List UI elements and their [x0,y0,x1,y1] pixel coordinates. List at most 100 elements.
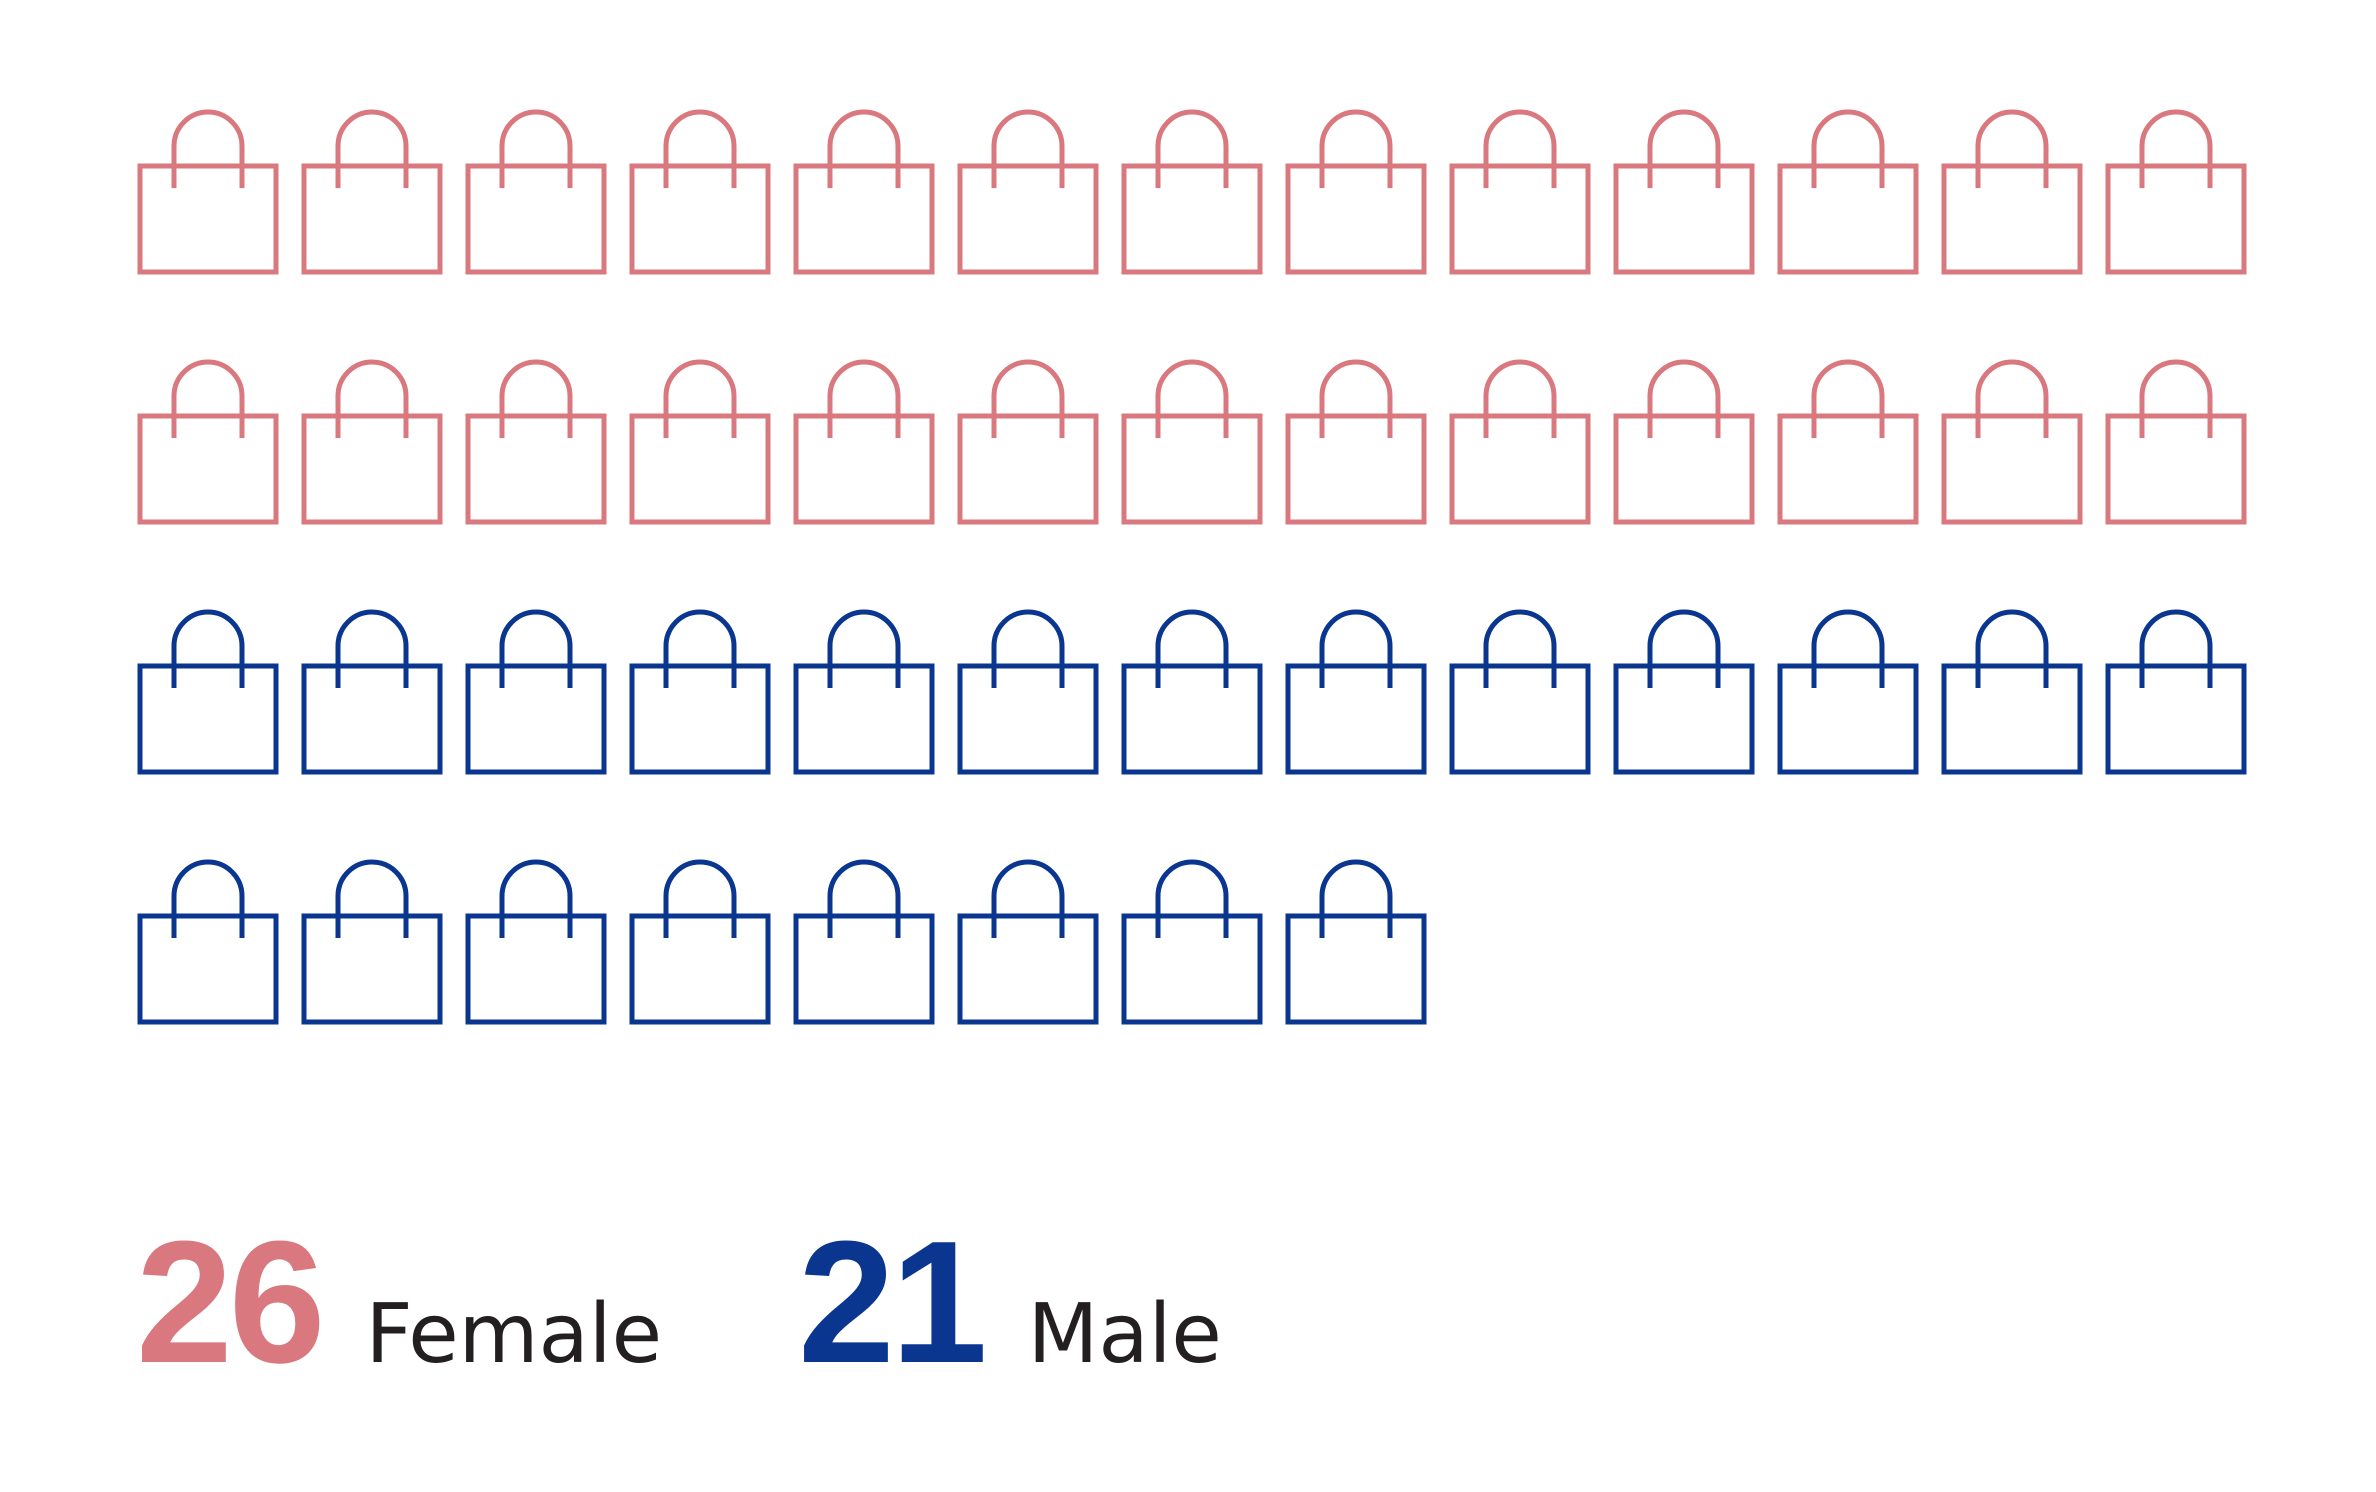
bag-handle [2139,609,2213,688]
bag-body [793,163,935,275]
bag-handle [171,109,245,188]
bag-body [2105,663,2247,775]
bag-handle [335,859,409,938]
bag-handle [171,359,245,438]
bag-body [1285,413,1427,525]
shopping-bag-icon [629,859,771,1025]
bag-handle [1975,109,2049,188]
shopping-bag-icon [1941,359,2083,525]
bag-body [1449,663,1591,775]
bag-handle [1319,859,1393,938]
legend: 26 Female 21 Male [136,1215,1222,1395]
bag-body [465,163,607,275]
shopping-bag-icon [1449,359,1591,525]
bag-body [1121,663,1263,775]
bag-handle [1483,109,1557,188]
bag-body [957,163,1099,275]
bag-handle [1155,109,1229,188]
bag-body [957,663,1099,775]
bag-body [1941,413,2083,525]
bag-body [629,663,771,775]
male-label: Male [1027,1287,1222,1382]
bag-body [1613,413,1755,525]
bag-handle [1975,609,2049,688]
bag-handle [335,109,409,188]
bag-body [1285,913,1427,1025]
shopping-bag-icon [1285,859,1427,1025]
bag-body [137,913,279,1025]
bag-body [137,663,279,775]
shopping-bag-icon [629,109,771,275]
bag-handle [827,609,901,688]
female-label: Female [365,1287,663,1382]
shopping-bag-icon [1449,109,1591,275]
bag-body [1449,413,1591,525]
bag-handle [1319,109,1393,188]
bag-handle [827,359,901,438]
shopping-bag-icon [301,109,443,275]
bag-body [465,663,607,775]
shopping-bag-icon [137,109,279,275]
shopping-bag-icon [137,609,279,775]
bag-body [1285,163,1427,275]
bag-body [137,413,279,525]
bag-handle [335,359,409,438]
bag-handle [991,109,1065,188]
bag-handle [1319,359,1393,438]
pictogram-chart [137,109,2247,1025]
bag-handle [663,859,737,938]
shopping-bag-icon [1941,109,2083,275]
bag-handle [827,859,901,938]
bag-handle [1319,609,1393,688]
shopping-bag-icon [465,359,607,525]
bag-body [301,413,443,525]
shopping-bag-icon [465,609,607,775]
shopping-bag-icon [793,859,935,1025]
shopping-bag-icon [957,609,1099,775]
bag-handle [1647,109,1721,188]
bag-handle [1811,109,1885,188]
bag-body [301,163,443,275]
shopping-bag-icon [1613,359,1755,525]
bag-body [137,163,279,275]
shopping-bag-icon [957,859,1099,1025]
shopping-bag-icon [1777,359,1919,525]
bag-handle [1155,359,1229,438]
bag-handle [499,109,573,188]
shopping-bag-icon [1449,609,1591,775]
bag-handle [171,609,245,688]
shopping-bag-icon [1121,859,1263,1025]
bag-body [793,663,935,775]
bag-handle [2139,109,2213,188]
shopping-bag-icon [629,359,771,525]
shopping-bag-icon [1941,609,2083,775]
bag-handle [335,609,409,688]
shopping-bag-icon [793,609,935,775]
bag-handle [827,109,901,188]
shopping-bag-icon [1121,359,1263,525]
bag-handle [1975,359,2049,438]
bag-body [957,913,1099,1025]
bag-body [1777,663,1919,775]
legend-item-male: 21 Male [798,1215,1222,1389]
bag-handle [1483,609,1557,688]
bag-body [301,663,443,775]
shopping-bag-icon [1613,109,1755,275]
bag-handle [1155,859,1229,938]
bag-body [2105,163,2247,275]
shopping-bag-icon [1285,609,1427,775]
bag-body [1941,663,2083,775]
shopping-bag-icon [2105,359,2247,525]
shopping-bag-icon [465,109,607,275]
shopping-bag-icon [137,859,279,1025]
bag-body [1941,163,2083,275]
shopping-bag-icon [2105,609,2247,775]
shopping-bag-icon [301,609,443,775]
bag-body [629,913,771,1025]
bag-handle [1155,609,1229,688]
shopping-bag-icon [1121,609,1263,775]
bag-handle [1647,359,1721,438]
bag-body [1777,163,1919,275]
shopping-bag-icon [301,859,443,1025]
shopping-bag-icon [957,359,1099,525]
